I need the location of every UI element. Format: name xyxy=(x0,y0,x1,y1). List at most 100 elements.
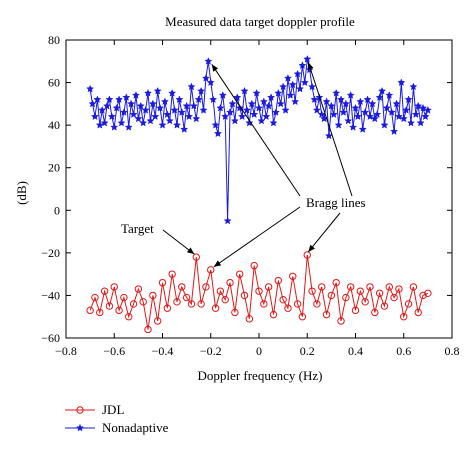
nonadaptive-point xyxy=(373,110,382,118)
nonadaptive-point xyxy=(279,82,288,91)
nonadaptive-point xyxy=(368,99,377,108)
nonadaptive-point xyxy=(250,110,259,118)
bragg-arrow xyxy=(211,64,301,197)
jdl-point xyxy=(120,293,128,302)
nonadaptive-point xyxy=(180,125,189,133)
nonadaptive-point xyxy=(100,118,109,127)
nonadaptive-point xyxy=(95,120,104,129)
bragg-arrow xyxy=(307,212,341,253)
nonadaptive-point xyxy=(339,108,348,116)
nonadaptive-point xyxy=(235,103,244,112)
nonadaptive-point xyxy=(293,69,302,78)
nonadaptive-point xyxy=(90,112,100,121)
nonadaptive-point xyxy=(209,95,218,104)
jdl-point xyxy=(289,272,297,280)
jdl-point xyxy=(419,291,427,300)
jdl-point xyxy=(211,304,220,312)
nonadaptive-point xyxy=(402,105,411,114)
jdl-point xyxy=(269,310,278,319)
jdl-line xyxy=(89,254,429,330)
jdl-point xyxy=(400,313,408,321)
jdl-point xyxy=(96,308,104,317)
y-tick-label: 80 xyxy=(48,33,60,47)
nonadaptive-point xyxy=(300,78,309,87)
bragg-arrow xyxy=(307,62,353,197)
nonadaptive-point xyxy=(421,112,430,121)
nonadaptive-point xyxy=(214,129,223,138)
nonadaptive-point xyxy=(332,88,341,97)
nonadaptive-point xyxy=(266,93,276,101)
jdl-point xyxy=(115,306,123,315)
x-tick-label: 0.4 xyxy=(348,344,363,358)
jdl-point xyxy=(375,289,384,297)
nonadaptive-point xyxy=(349,123,358,131)
nonadaptive-point xyxy=(168,88,177,97)
nonadaptive-point xyxy=(238,112,247,121)
nonadaptive-point xyxy=(336,95,346,104)
jdl-point xyxy=(221,295,229,304)
nonadaptive-point xyxy=(156,103,165,112)
annotation-target: Target xyxy=(121,221,154,236)
nonadaptive-point xyxy=(146,116,155,125)
jdl-point xyxy=(298,313,307,321)
nonadaptive-point xyxy=(375,93,384,101)
y-tick-label: 20 xyxy=(48,161,60,175)
nonadaptive-point xyxy=(151,112,160,121)
nonadaptive-point xyxy=(182,101,191,110)
nonadaptive-point xyxy=(86,84,95,93)
x-axis-title: Doppler frequency (Hz) xyxy=(198,368,323,383)
series-nonadaptive xyxy=(86,54,432,225)
nonadaptive-point xyxy=(127,99,136,108)
nonadaptive-point xyxy=(358,125,367,133)
nonadaptive-point xyxy=(177,108,186,116)
nonadaptive-point xyxy=(163,110,172,118)
jdl-point xyxy=(380,302,389,310)
nonadaptive-point xyxy=(117,118,126,127)
nonadaptive-point xyxy=(344,116,353,125)
nonadaptive-point xyxy=(136,101,145,110)
nonadaptive-point xyxy=(153,86,162,95)
jdl-point xyxy=(100,287,109,295)
jdl-point xyxy=(134,285,143,293)
nonadaptive-point xyxy=(194,95,203,104)
jdl-point xyxy=(250,261,258,270)
nonadaptive-point xyxy=(406,118,416,127)
nonadaptive-point xyxy=(204,57,213,65)
nonadaptive-point xyxy=(105,95,114,104)
jdl-point xyxy=(414,308,422,317)
jdl-point xyxy=(216,287,225,295)
legend-label-jdl: JDL xyxy=(102,402,124,417)
nonadaptive-point xyxy=(257,116,266,125)
nonadaptive-point xyxy=(197,86,206,95)
nonadaptive-point xyxy=(283,74,293,82)
jdl-point xyxy=(231,308,239,317)
nonadaptive-point xyxy=(184,112,194,121)
jdl-point xyxy=(105,302,114,310)
jdl-point xyxy=(390,293,398,302)
nonadaptive-point xyxy=(225,108,235,116)
nonadaptive-point xyxy=(158,120,167,129)
nonadaptive-point xyxy=(242,105,252,114)
jdl-point xyxy=(332,278,340,287)
nonadaptive-point xyxy=(228,99,237,108)
nonadaptive-point xyxy=(351,103,360,112)
nonadaptive-point xyxy=(252,88,261,97)
nonadaptive-point xyxy=(269,118,278,127)
jdl-point xyxy=(293,300,302,308)
chart-title: Measured data target doppler profile xyxy=(165,14,355,29)
jdl-point xyxy=(240,291,249,300)
nonadaptive-point xyxy=(165,116,174,125)
jdl-point xyxy=(192,253,200,261)
nonadaptive-point xyxy=(247,99,256,108)
x-tick-label: 0.6 xyxy=(396,344,411,358)
jdl-point xyxy=(424,289,432,297)
nonadaptive-point xyxy=(288,80,297,89)
jdl-point xyxy=(207,266,215,274)
nonadaptive-point xyxy=(206,78,215,87)
nonadaptive-point xyxy=(175,95,184,104)
nonadaptive-point xyxy=(411,110,420,118)
nonadaptive-point xyxy=(141,105,150,114)
annotation-bragg-lines: Bragg lines xyxy=(306,195,366,210)
y-tick-label: 60 xyxy=(48,76,60,90)
